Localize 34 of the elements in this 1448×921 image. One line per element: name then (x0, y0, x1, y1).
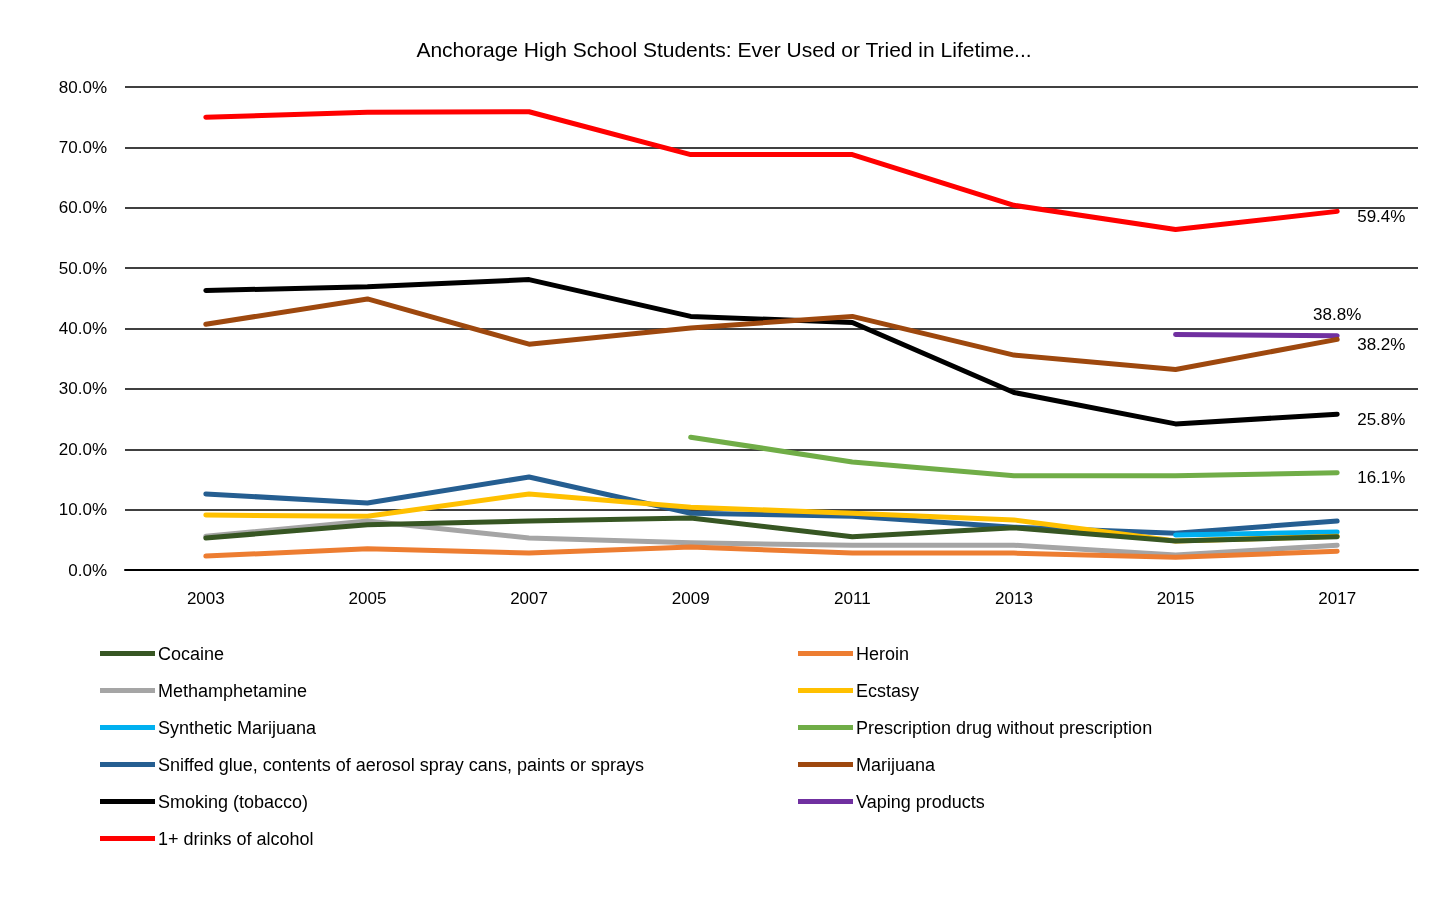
legend-label: Synthetic Marijuana (158, 717, 318, 738)
data-label: 38.2% (1357, 334, 1406, 354)
y-tick-label: 40.0% (58, 319, 107, 338)
y-tick-label: 30.0% (58, 379, 107, 399)
y-tick-label: 70.0% (58, 137, 107, 157)
legend-label: Smoking (tobacco) (158, 791, 309, 812)
x-tick-label: 2005 (348, 589, 387, 608)
y-tick-label: 10.0% (58, 500, 107, 520)
data-label: 16.1% (1357, 468, 1406, 488)
legend-label: Sniffed glue, contents of aerosol spray cans, paints or sprays (158, 754, 644, 775)
x-tick-label: 2011 (834, 589, 871, 608)
y-tick-label: 20.0% (58, 439, 107, 459)
x-tick-label: 2015 (1156, 589, 1195, 608)
chart-title: Anchorage High School Students: Ever Used or Tried in Lifetime... (416, 38, 1032, 61)
legend-label: Cocaine (158, 643, 225, 664)
x-tick-label: 2017 (1318, 589, 1357, 608)
y-tick-label: 80.0% (58, 77, 107, 97)
legend-label: Marijuana (856, 754, 937, 775)
y-tick-label: 0.0% (68, 560, 107, 580)
data-label: 38.8% (1313, 304, 1362, 324)
legend-label: 1+ drinks of alcohol (158, 828, 314, 849)
legend-label: Heroin (856, 643, 910, 664)
y-tick-label: 50.0% (58, 258, 107, 278)
x-tick-label: 2009 (671, 589, 710, 608)
data-label: 25.8% (1357, 409, 1406, 429)
x-tick-label: 2013 (995, 589, 1033, 608)
x-tick-label: 2007 (510, 589, 548, 608)
legend-label: Methamphetamine (158, 680, 308, 701)
x-tick-label: 2003 (186, 589, 225, 608)
data-label: 59.4% (1357, 206, 1406, 226)
y-tick-label: 60.0% (58, 198, 107, 218)
legend-label: Prescription drug without prescription (856, 717, 1153, 738)
legend-label: Ecstasy (856, 680, 920, 701)
legend-label: Vaping products (856, 791, 985, 812)
